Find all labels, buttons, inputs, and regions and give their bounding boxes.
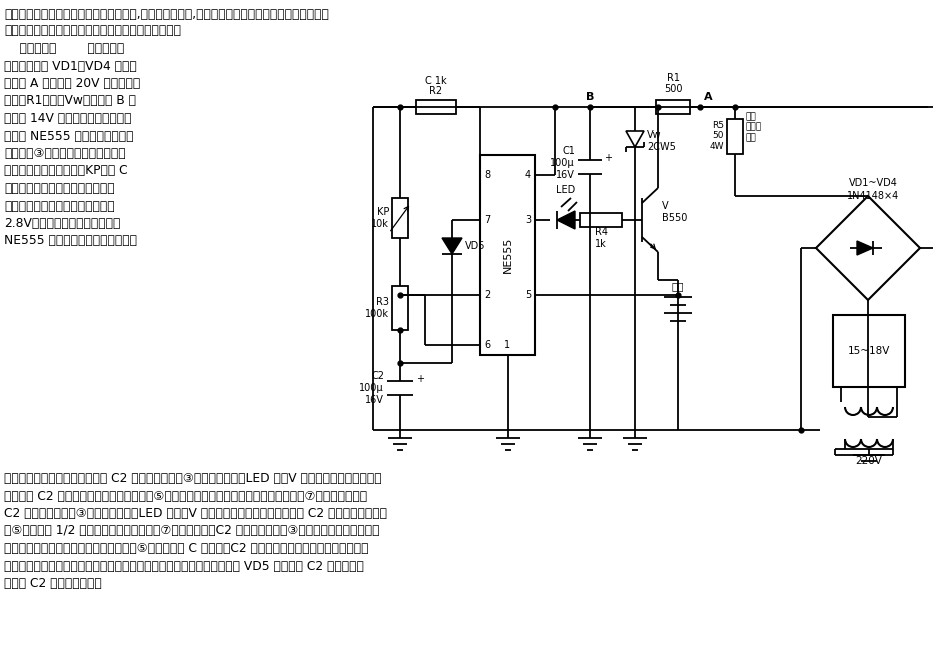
Text: 点建立基准电位。假设充电器只对: 点建立基准电位。假设充电器只对 bbox=[4, 182, 115, 195]
Text: KP
10k: KP 10k bbox=[371, 207, 389, 229]
Text: LED: LED bbox=[556, 185, 576, 195]
Text: 可用
电炉丝
代替: 可用 电炉丝 代替 bbox=[745, 112, 761, 142]
Text: 5: 5 bbox=[525, 290, 531, 300]
Text: C1
100μ
16V: C1 100μ 16V bbox=[550, 146, 575, 180]
Text: （缩短 C2 的充电时间）。: （缩短 C2 的充电时间）。 bbox=[4, 577, 102, 590]
Text: 两节镍镉电池进行充电，电位定在: 两节镍镉电池进行充电，电位定在 bbox=[4, 199, 115, 212]
Text: Vw
2CW5: Vw 2CW5 bbox=[647, 130, 675, 152]
Text: 2.8V（比额定电压稍高一点）。: 2.8V（比额定电压稍高一点）。 bbox=[4, 217, 120, 230]
Text: 复上述过程。当电池的充电即将完成时，⑤脚电压接近 C 点电压，C2 的充电过程逐渐放慢，电池的充电间: 复上述过程。当电池的充电即将完成时，⑤脚电压接近 C 点电压，C2 的充电过程逐… bbox=[4, 542, 369, 555]
Text: 8: 8 bbox=[484, 170, 490, 180]
Text: 电压经R1限流、Vw稳压。在 B 点: 电压经R1限流、Vw稳压。在 B 点 bbox=[4, 94, 136, 107]
Text: 器降压，再经 VD1～VD4 桥式整: 器降压，再经 VD1～VD4 桥式整 bbox=[4, 59, 137, 72]
Bar bbox=[656, 100, 690, 114]
Text: R4
1k: R4 1k bbox=[594, 227, 607, 249]
Text: B: B bbox=[586, 92, 594, 102]
Text: 本电路适用于对蓄电池或干电池进行充电,可控制充电电流,可检测电池电压并在电池电压接近额定电: 本电路适用于对蓄电池或干电池进行充电,可控制充电电流,可检测电池电压并在电池电压… bbox=[4, 8, 328, 21]
Text: 7: 7 bbox=[484, 215, 490, 225]
Text: 220V: 220V bbox=[856, 456, 883, 466]
Bar bbox=[727, 119, 743, 154]
Text: C 1k: C 1k bbox=[425, 76, 447, 86]
Text: +: + bbox=[604, 153, 612, 163]
Bar bbox=[833, 315, 905, 387]
Text: 15~18V: 15~18V bbox=[848, 346, 890, 356]
Text: +: + bbox=[416, 374, 424, 384]
Text: VD5: VD5 bbox=[465, 241, 485, 251]
Text: V
B550: V B550 bbox=[662, 201, 688, 223]
Text: 样的：一开机，作为振荡元件的 C2 处于充电状态，③脚输出高电平，LED 灭，V 截止，电源停止对电池的: 样的：一开机，作为振荡元件的 C2 处于充电状态，③脚输出高电平，LED 灭，V… bbox=[4, 472, 382, 485]
Polygon shape bbox=[442, 238, 462, 254]
Polygon shape bbox=[857, 241, 873, 255]
Text: R5
50
4W: R5 50 4W bbox=[709, 121, 724, 151]
Bar bbox=[480, 155, 535, 355]
Text: 于⑤脚电压的 1/2 时，内部电路再次翻转，⑦脚与地断开，C2 开始充电，同时③脚又变为高电平。此后重: 于⑤脚电压的 1/2 时，内部电路再次翻转，⑦脚与地断开，C2 开始充电，同时③… bbox=[4, 525, 380, 538]
Text: VD1~VD4: VD1~VD4 bbox=[848, 178, 898, 188]
Bar bbox=[392, 286, 408, 330]
Text: 500: 500 bbox=[663, 84, 682, 94]
Bar bbox=[580, 213, 622, 227]
Text: 要供给 NE555 工作，使其产生振: 要供给 NE555 工作，使其产生振 bbox=[4, 130, 133, 143]
Polygon shape bbox=[626, 131, 644, 147]
Text: 荡，并从③脚输出控制信号，控制电: 荡，并从③脚输出控制信号，控制电 bbox=[4, 147, 126, 160]
Text: 1: 1 bbox=[505, 340, 510, 350]
Text: NE555 对充电情况的检测过程是这: NE555 对充电情况的检测过程是这 bbox=[4, 234, 137, 247]
Text: 形成约 14V 的稳定电压，此电压主: 形成约 14V 的稳定电压，此电压主 bbox=[4, 112, 132, 125]
Text: NE555: NE555 bbox=[503, 237, 512, 273]
Text: R2: R2 bbox=[429, 86, 442, 96]
Text: 池的充电过程，同时调节KP，在 C: 池的充电过程，同时调节KP，在 C bbox=[4, 165, 128, 178]
Text: C2 对地放电，同时③脚变为低电平，LED 点亮，V 导通，电源对电池开始充电；当 C2 上的电压因放电低: C2 对地放电，同时③脚变为低电平，LED 点亮，V 导通，电源对电池开始充电；… bbox=[4, 507, 387, 520]
Text: R1: R1 bbox=[666, 73, 679, 83]
Text: 流，在 A 点形成约 20V 的电压。该: 流，在 A 点形成约 20V 的电压。该 bbox=[4, 77, 140, 90]
Text: 6: 6 bbox=[484, 340, 490, 350]
Text: 充电；当 C2 上的电压逐渐上升，以至大于⑤脚的电压（电池电压）时，内部电路触发，⑦脚对地呈短路，: 充电；当 C2 上的电压逐渐上升，以至大于⑤脚的电压（电池电压）时，内部电路触发… bbox=[4, 490, 367, 503]
Polygon shape bbox=[557, 211, 575, 229]
Text: A: A bbox=[703, 92, 712, 102]
Text: 1N4148×4: 1N4148×4 bbox=[847, 191, 899, 201]
Text: 压时放快充电速度、使电池动态地维持在终点电压上。: 压时放快充电速度、使电池动态地维持在终点电压上。 bbox=[4, 24, 181, 37]
Text: 3: 3 bbox=[525, 215, 531, 225]
Text: 电池: 电池 bbox=[672, 281, 684, 291]
Bar bbox=[416, 100, 456, 114]
Text: 电路示于图        市电经变压: 电路示于图 市电经变压 bbox=[4, 42, 124, 55]
Text: 2: 2 bbox=[484, 290, 490, 300]
Text: R3
100k: R3 100k bbox=[365, 298, 389, 319]
Text: 隔变长，发光管长时间不亮，最后电池动态地维持在终点电压上。电路中 VD5 用于提高 C2 的充电频率: 隔变长，发光管长时间不亮，最后电池动态地维持在终点电压上。电路中 VD5 用于提… bbox=[4, 559, 364, 572]
Text: C2
100μ
16V: C2 100μ 16V bbox=[359, 372, 384, 405]
Text: 4: 4 bbox=[525, 170, 531, 180]
Bar bbox=[392, 198, 408, 238]
